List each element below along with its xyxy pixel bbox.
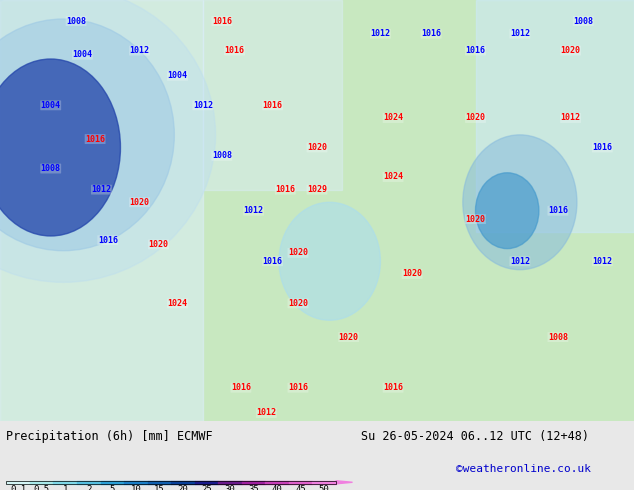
- Text: 10: 10: [131, 485, 141, 490]
- Bar: [6, 481, 30, 484]
- Bar: [218, 481, 242, 484]
- Text: 1016: 1016: [275, 185, 295, 194]
- Text: 1012: 1012: [370, 29, 391, 38]
- Text: 1016: 1016: [231, 383, 251, 392]
- Bar: [0, 0, 203, 421]
- Text: 1016: 1016: [548, 206, 568, 215]
- Text: 1012: 1012: [592, 257, 612, 266]
- Bar: [101, 481, 124, 484]
- Text: 1016: 1016: [224, 46, 245, 55]
- Text: 50: 50: [319, 485, 330, 490]
- Text: 1020: 1020: [148, 240, 169, 249]
- Ellipse shape: [476, 173, 539, 248]
- Bar: [203, 0, 342, 190]
- Text: 1024: 1024: [383, 172, 403, 181]
- Text: 1: 1: [63, 485, 68, 490]
- Bar: [242, 481, 266, 484]
- Text: 1024: 1024: [383, 114, 403, 122]
- Text: 1020: 1020: [339, 333, 359, 342]
- Text: 30: 30: [224, 485, 235, 490]
- Text: 25: 25: [201, 485, 212, 490]
- Text: 35: 35: [249, 485, 259, 490]
- Text: ©weatheronline.co.uk: ©weatheronline.co.uk: [456, 464, 592, 474]
- Text: 5: 5: [110, 485, 115, 490]
- Bar: [289, 481, 313, 484]
- Text: 1016: 1016: [85, 135, 105, 144]
- Text: 1016: 1016: [98, 236, 118, 245]
- Bar: [53, 481, 77, 484]
- Text: 1016: 1016: [262, 257, 283, 266]
- Text: 1016: 1016: [288, 383, 308, 392]
- Text: 15: 15: [154, 485, 165, 490]
- Text: 2: 2: [86, 485, 91, 490]
- Text: 1008: 1008: [573, 17, 593, 25]
- Bar: [77, 481, 101, 484]
- Text: 1012: 1012: [256, 409, 276, 417]
- Text: 1008: 1008: [212, 151, 232, 160]
- Text: 1029: 1029: [307, 185, 327, 194]
- Text: 1020: 1020: [402, 270, 422, 278]
- Text: 0.1: 0.1: [10, 485, 26, 490]
- Text: 1004: 1004: [41, 101, 61, 110]
- Text: 40: 40: [272, 485, 283, 490]
- Text: 1004: 1004: [72, 50, 93, 59]
- Bar: [6, 481, 336, 484]
- Text: 1016: 1016: [465, 46, 486, 55]
- Text: 1020: 1020: [129, 198, 150, 207]
- Text: 1008: 1008: [41, 164, 61, 173]
- Text: 1016: 1016: [212, 17, 232, 25]
- Bar: [195, 481, 218, 484]
- Text: 1020: 1020: [465, 114, 486, 122]
- Text: 1012: 1012: [193, 101, 213, 110]
- Text: 1016: 1016: [262, 101, 283, 110]
- Text: 1024: 1024: [167, 299, 188, 308]
- Bar: [171, 481, 195, 484]
- Ellipse shape: [463, 135, 577, 270]
- Text: 1016: 1016: [421, 29, 441, 38]
- Ellipse shape: [0, 19, 174, 251]
- Bar: [266, 481, 289, 484]
- Text: 1012: 1012: [510, 257, 530, 266]
- Text: 1012: 1012: [560, 114, 581, 122]
- Text: 1012: 1012: [510, 29, 530, 38]
- Text: Precipitation (6h) [mm] ECMWF: Precipitation (6h) [mm] ECMWF: [6, 430, 213, 442]
- Text: 1016: 1016: [592, 143, 612, 152]
- Bar: [476, 0, 634, 232]
- Text: 1020: 1020: [288, 299, 308, 308]
- Text: 1012: 1012: [129, 46, 150, 55]
- Ellipse shape: [279, 202, 380, 320]
- Text: 45: 45: [295, 485, 306, 490]
- Bar: [313, 481, 336, 484]
- Text: 1012: 1012: [243, 206, 264, 215]
- Bar: [30, 481, 53, 484]
- Text: 1016: 1016: [383, 383, 403, 392]
- Text: 1012: 1012: [91, 185, 112, 194]
- Text: 1020: 1020: [288, 248, 308, 257]
- Text: Su 26-05-2024 06..12 UTC (12+48): Su 26-05-2024 06..12 UTC (12+48): [361, 430, 590, 442]
- Polygon shape: [336, 481, 353, 484]
- Text: 20: 20: [178, 485, 188, 490]
- Bar: [124, 481, 148, 484]
- Text: 1020: 1020: [307, 143, 327, 152]
- Text: 1004: 1004: [167, 72, 188, 80]
- Ellipse shape: [0, 0, 216, 282]
- Bar: [148, 481, 171, 484]
- Text: 0.5: 0.5: [34, 485, 49, 490]
- Text: 1008: 1008: [66, 17, 86, 25]
- Ellipse shape: [0, 59, 120, 236]
- Text: 1008: 1008: [548, 333, 568, 342]
- Text: 1020: 1020: [560, 46, 581, 55]
- Text: 1020: 1020: [465, 215, 486, 223]
